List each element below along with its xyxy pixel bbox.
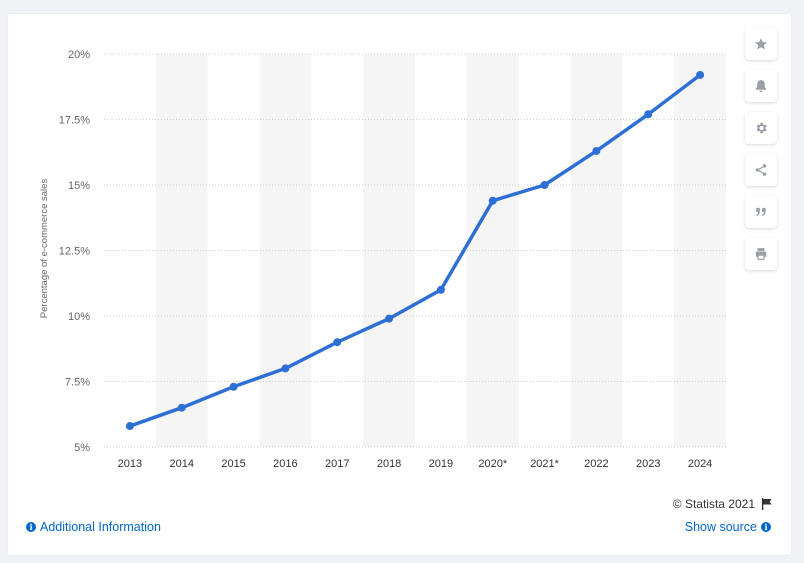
data-point: [385, 314, 394, 323]
data-point: [229, 382, 238, 391]
y-axis-label: Percentage of e-commerce sales: [39, 179, 50, 319]
data-point: [540, 181, 549, 189]
x-tick-label: 2019: [429, 458, 453, 470]
settings-button[interactable]: [745, 112, 777, 144]
additional-information-link[interactable]: i Additional Information: [26, 520, 161, 534]
series-line: [128, 73, 702, 428]
data-point: [177, 403, 186, 412]
copyright-text: © Statista 2021: [672, 497, 755, 511]
y-tick-label: 15%: [68, 180, 90, 192]
info-icon: i: [26, 522, 36, 532]
print-icon: [755, 248, 767, 260]
x-tick-label: 2022: [584, 458, 608, 470]
column-band: [674, 54, 726, 447]
y-tick-label: 7.5%: [65, 377, 90, 389]
column-band: [466, 54, 519, 447]
data-point: [592, 146, 601, 155]
y-tick-label: 12.5%: [59, 246, 90, 258]
x-tick-label: 2017: [325, 458, 349, 470]
x-tick-label: 2016: [273, 458, 297, 470]
cite-button[interactable]: [745, 196, 777, 228]
x-tick-label: 2018: [377, 458, 401, 470]
favorite-button[interactable]: [745, 28, 777, 60]
x-tick-label: 2013: [118, 458, 142, 470]
additional-information-label: Additional Information: [40, 520, 161, 534]
y-tick-label: 17.5%: [59, 115, 90, 127]
share-icon: [755, 164, 767, 176]
data-point: [125, 422, 134, 431]
x-tick-label: 2023: [636, 458, 660, 470]
bell-icon: [755, 80, 767, 93]
star-icon: [755, 38, 767, 50]
x-tick-label: 2021*: [530, 458, 559, 470]
data-point: [696, 70, 705, 79]
y-tick-label: 5%: [74, 442, 90, 454]
notification-button[interactable]: [745, 70, 777, 102]
gear-icon: [756, 122, 767, 134]
x-tick-label: 2014: [170, 458, 194, 470]
column-band: [155, 54, 208, 447]
share-button[interactable]: [745, 154, 777, 186]
print-button[interactable]: [745, 238, 777, 270]
y-tick-label: 10%: [68, 311, 90, 323]
x-tick-label: 2015: [221, 458, 245, 470]
data-point: [488, 196, 497, 205]
data-point: [281, 364, 290, 373]
copyright-notice: © Statista 2021: [673, 497, 772, 511]
flag-icon[interactable]: [761, 498, 772, 510]
data-point: [436, 285, 445, 294]
info-icon: i: [761, 522, 771, 532]
show-source-label: Show source: [684, 520, 757, 534]
data-point: [644, 110, 653, 119]
toolbar-sidebar: [745, 28, 777, 280]
y-tick-label: 20%: [68, 49, 90, 61]
show-source-link[interactable]: Show source i: [685, 520, 771, 534]
x-tick-label: 2020*: [478, 458, 507, 470]
column-band: [259, 54, 312, 447]
data-point: [333, 338, 342, 347]
x-tick-label: 2024: [688, 458, 712, 470]
quote-icon: [756, 207, 766, 217]
